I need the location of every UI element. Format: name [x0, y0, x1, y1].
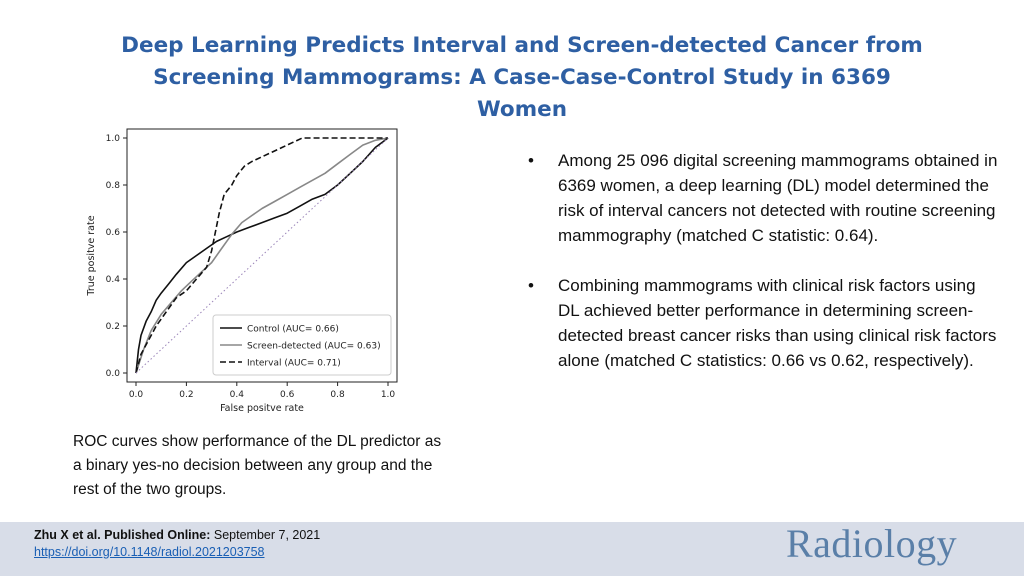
footer-bar: Zhu X et al. Published Online: September… [0, 521, 1024, 576]
legend-label-2: Screen-detected (AUC= 0.63) [247, 342, 381, 352]
doi-link[interactable]: https://doi.org/10.1148/radiol.202120375… [34, 545, 265, 559]
roc-series-3 [135, 137, 388, 374]
legend-box [212, 314, 392, 376]
bullet-icon: • [528, 151, 534, 170]
y-tick-label: 0.6 [106, 228, 121, 238]
roc-series-2 [135, 137, 389, 374]
y-axis-label: True positve rate [86, 215, 97, 296]
key-point-1: • Among 25 096 digital screening mammogra… [528, 148, 998, 248]
x-axis-label: False positve rate [220, 403, 304, 414]
roc-chart: 0.0 0.2 0.4 0.6 0.8 1.0 0.0 0.2 0.4 0.6 0.8 1.0 Fals… [86, 128, 398, 414]
key-point-2: • Combining mammograms with clinical risk… [528, 273, 998, 373]
citation-authors: Zhu X et al. Published Online: [34, 528, 211, 542]
bullet-icon: • [528, 276, 534, 295]
key-point-2-text: Combining mammograms with clinical risk … [558, 276, 997, 370]
citation-date: September 7, 2021 [210, 528, 321, 542]
legend-label-3: Interval (AUC= 0.71) [247, 359, 341, 369]
x-tick-label: 0.2 [179, 390, 193, 400]
slide-title: Deep Learning Predicts Interval and Scre… [60, 30, 984, 126]
x-tick-label: 0.6 [280, 390, 295, 400]
x-tick-label: 1.0 [381, 390, 396, 400]
key-points-list: • Among 25 096 digital screening mammogra… [528, 148, 998, 398]
roc-series-1 [135, 137, 389, 374]
figure-caption: ROC curves show performance of the DL pr… [73, 433, 442, 498]
y-tick-label: 1.0 [106, 134, 121, 144]
x-tick-label: 0.4 [230, 390, 245, 400]
title-line-1: Deep Learning Predicts Interval and Scre… [121, 33, 923, 58]
y-tick-label: 0.4 [106, 275, 121, 285]
citation: Zhu X et al. Published Online: September… [34, 528, 320, 542]
y-tick-label: 0.2 [106, 322, 120, 332]
roc-series-4 [135, 137, 389, 374]
x-tick-label: 0.0 [129, 390, 144, 400]
radiology-logo: Radiology [786, 521, 958, 566]
title-line-3: Women [476, 97, 567, 122]
key-point-1-text: Among 25 096 digital screening mammogram… [558, 151, 998, 245]
legend-label-1: Control (AUC= 0.66) [247, 325, 339, 335]
y-tick-label: 0.8 [106, 181, 121, 191]
y-tick-label: 0.0 [106, 369, 121, 379]
x-tick-label: 0.8 [330, 390, 345, 400]
title-line-2: Screening Mammograms: A Case-Case-Contro… [153, 65, 891, 90]
plot-frame [126, 128, 398, 383]
